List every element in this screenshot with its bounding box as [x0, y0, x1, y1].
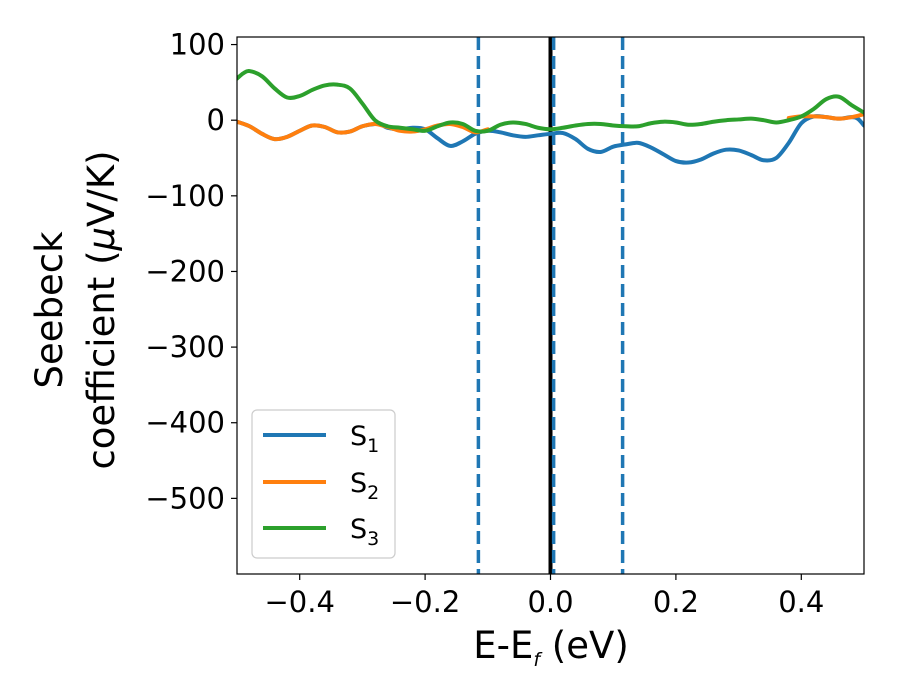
y-tick-label: −100: [145, 179, 225, 213]
y-tick-label: 0: [207, 103, 225, 137]
x-tick-label: 0.0: [527, 585, 573, 619]
reference-lines: [476, 37, 625, 574]
x-axis-label-main: E-E: [473, 624, 533, 667]
y-axis-label-prefix: coefficient (: [80, 250, 123, 469]
legend-label-s2-main: S: [350, 468, 367, 499]
legend-label-s3-main: S: [350, 514, 367, 545]
legend: S1 S2 S3: [251, 409, 396, 559]
x-axis-label-unit: (eV): [540, 624, 629, 667]
y-tick-label: −300: [145, 330, 225, 364]
legend-label-s3: S3: [350, 514, 379, 550]
x-tick-label: −0.2: [390, 585, 460, 619]
legend-label-s1-subscript: 1: [367, 435, 379, 457]
y-axis-label-line2: coefficient (μV/K): [80, 150, 123, 469]
x-axis-ticks: −0.4 −0.2 0.0 0.2 0.4: [264, 574, 824, 619]
y-tick-label: −500: [145, 481, 225, 515]
x-axis-label: E-Ef (eV): [473, 624, 629, 671]
y-tick-label: −200: [145, 254, 225, 288]
x-tick-label: 0.2: [653, 585, 699, 619]
y-axis-label-line1: Seebeck: [28, 231, 71, 389]
x-tick-label: 0.4: [778, 585, 824, 619]
x-axis-label-subscript: f: [533, 649, 543, 671]
legend-label-s2: S2: [350, 468, 379, 504]
y-axis-label-suffix: V/K): [80, 150, 123, 226]
y-tick-label: 100: [170, 28, 225, 62]
x-tick-label: −0.4: [264, 585, 334, 619]
y-axis-label: Seebeck coefficient (μV/K): [28, 150, 123, 469]
series-line-s3: [237, 68, 864, 134]
y-axis-label-mu: μ: [80, 227, 123, 252]
y-axis-ticks: 100 0 −100 −200 −300 −400 −500: [145, 28, 237, 515]
legend-label-s1-main: S: [350, 421, 367, 452]
y-tick-label: −400: [145, 406, 225, 440]
series-lines: [237, 68, 864, 165]
legend-label-s3-subscript: 3: [367, 528, 379, 550]
legend-label-s1: S1: [350, 421, 379, 457]
legend-label-s2-subscript: 2: [367, 482, 379, 504]
